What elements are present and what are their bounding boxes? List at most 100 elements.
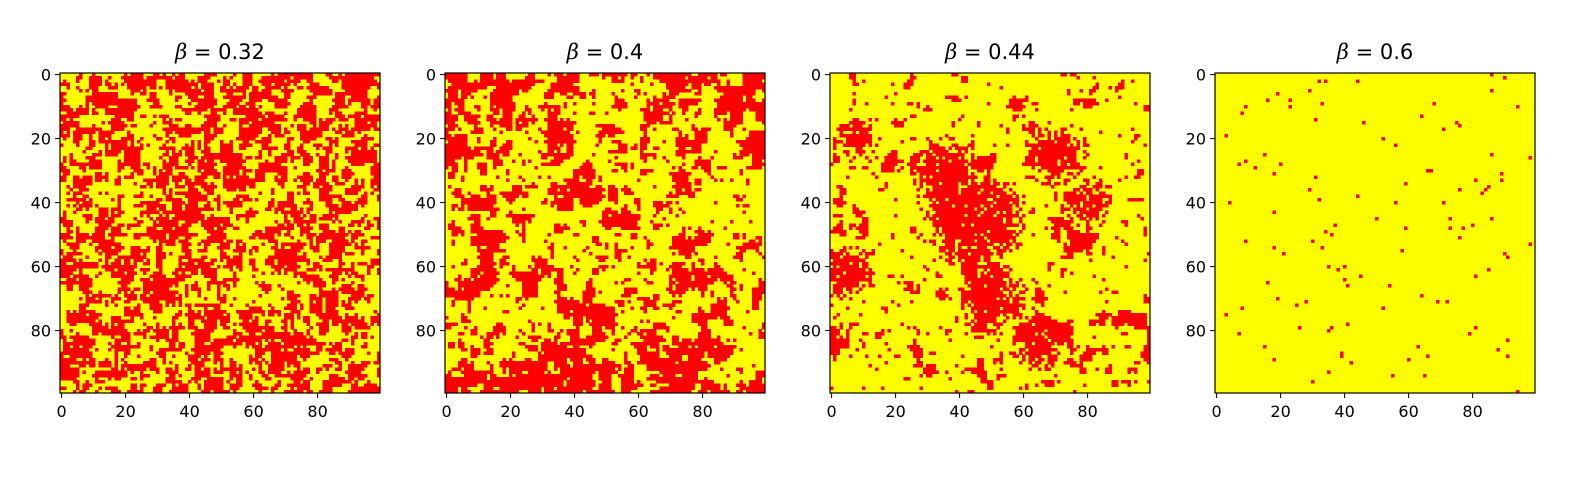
heatmap-cell — [207, 229, 211, 234]
heatmap-cell — [117, 127, 122, 131]
heatmap-cell — [344, 325, 349, 330]
heatmap-cell — [268, 367, 272, 371]
heatmap-cell — [360, 149, 365, 154]
heatmap-cell — [104, 300, 109, 304]
heatmap-cell — [133, 345, 138, 349]
heatmap-cell — [220, 313, 224, 317]
heatmap-cell — [114, 252, 118, 256]
heatmap-cell — [338, 124, 342, 128]
heatmap-cell — [79, 341, 83, 346]
heatmap-cell — [165, 338, 170, 343]
heatmap-cell — [255, 175, 259, 179]
heatmap-cell — [264, 332, 269, 336]
heatmap-cell — [79, 261, 83, 266]
heatmap-cell — [188, 201, 192, 205]
heatmap-cell — [223, 322, 227, 327]
heatmap-cell — [252, 124, 256, 128]
heatmap-cell — [271, 370, 275, 375]
heatmap-cell — [284, 217, 288, 221]
heatmap-cell — [172, 380, 176, 384]
heatmap-cell — [127, 332, 131, 336]
heatmap-cell — [296, 281, 301, 285]
heatmap-cell — [367, 85, 371, 90]
heatmap-cell — [63, 210, 67, 215]
heatmap-cell — [348, 210, 352, 215]
heatmap-cell — [194, 354, 198, 359]
heatmap-cell — [140, 268, 144, 272]
heatmap-cell — [168, 293, 173, 298]
heatmap-cell — [344, 313, 349, 317]
heatmap-cell — [306, 277, 310, 282]
heatmap-cell — [184, 303, 189, 307]
heatmap-cell — [309, 89, 314, 93]
heatmap-cell — [156, 181, 160, 186]
heatmap-cell — [210, 319, 214, 323]
heatmap-cell — [271, 165, 275, 170]
heatmap-cell — [117, 345, 122, 349]
heatmap-cell — [232, 361, 237, 365]
heatmap-cell — [204, 239, 208, 243]
heatmap-cell — [85, 201, 90, 205]
heatmap-cell — [242, 108, 246, 112]
heatmap-cell — [117, 281, 122, 285]
heatmap-cell — [72, 389, 77, 394]
heatmap-cell — [85, 194, 90, 199]
heatmap-cell — [168, 281, 173, 285]
heatmap-cell — [72, 249, 77, 253]
heatmap-cell — [344, 146, 349, 151]
heatmap-cell — [364, 335, 368, 339]
heatmap-cell — [316, 178, 320, 183]
heatmap-cell — [226, 255, 230, 259]
heatmap-cell — [114, 114, 118, 119]
heatmap-cell — [229, 261, 234, 266]
heatmap-cell — [316, 153, 320, 157]
heatmap-cell — [184, 245, 189, 250]
heatmap-cell — [101, 329, 106, 333]
heatmap-cell — [114, 226, 118, 231]
heatmap-cell — [312, 95, 317, 99]
heatmap-cell — [120, 121, 125, 125]
heatmap-cell — [268, 201, 272, 205]
heatmap-cell — [325, 233, 330, 237]
heatmap-cell — [364, 341, 368, 346]
heatmap-cell — [204, 127, 208, 131]
heatmap-cell — [264, 287, 269, 291]
heatmap-cell — [92, 309, 96, 314]
heatmap-cell — [332, 127, 336, 131]
heatmap-cell — [114, 95, 118, 99]
heatmap-cell — [370, 73, 374, 77]
heatmap-cell — [296, 223, 301, 227]
heatmap-cell — [191, 194, 195, 199]
heatmap-cell — [312, 245, 317, 250]
heatmap-cell — [223, 153, 227, 157]
heatmap-cell — [136, 223, 141, 227]
heatmap-cell — [354, 364, 358, 368]
heatmap-cell — [319, 194, 323, 199]
heatmap-cell — [120, 165, 125, 170]
heatmap-cell — [290, 197, 294, 202]
heatmap-cell — [309, 226, 314, 231]
heatmap-cell — [287, 373, 291, 378]
heatmap-cell — [328, 258, 333, 263]
heatmap-cell — [271, 76, 275, 80]
heatmap-cell — [229, 185, 234, 189]
heatmap-cell — [306, 159, 310, 163]
heatmap-cell — [226, 265, 230, 269]
heatmap-cell — [236, 242, 240, 247]
heatmap-cell — [322, 156, 326, 160]
heatmap-cell — [63, 271, 67, 275]
heatmap-cell — [319, 178, 323, 183]
heatmap-cell — [332, 290, 336, 295]
heatmap-cell — [165, 169, 170, 173]
heatmap-cell — [255, 316, 259, 320]
heatmap-cell — [175, 178, 179, 183]
heatmap-cell — [268, 332, 272, 336]
heatmap-cell — [284, 332, 288, 336]
heatmap-cell — [338, 92, 342, 96]
heatmap-cell — [114, 242, 118, 247]
heatmap-cell — [229, 277, 234, 282]
heatmap-cell — [280, 105, 285, 109]
heatmap-cell — [178, 233, 182, 237]
heatmap-cell — [325, 255, 330, 259]
heatmap-cell — [248, 82, 253, 87]
